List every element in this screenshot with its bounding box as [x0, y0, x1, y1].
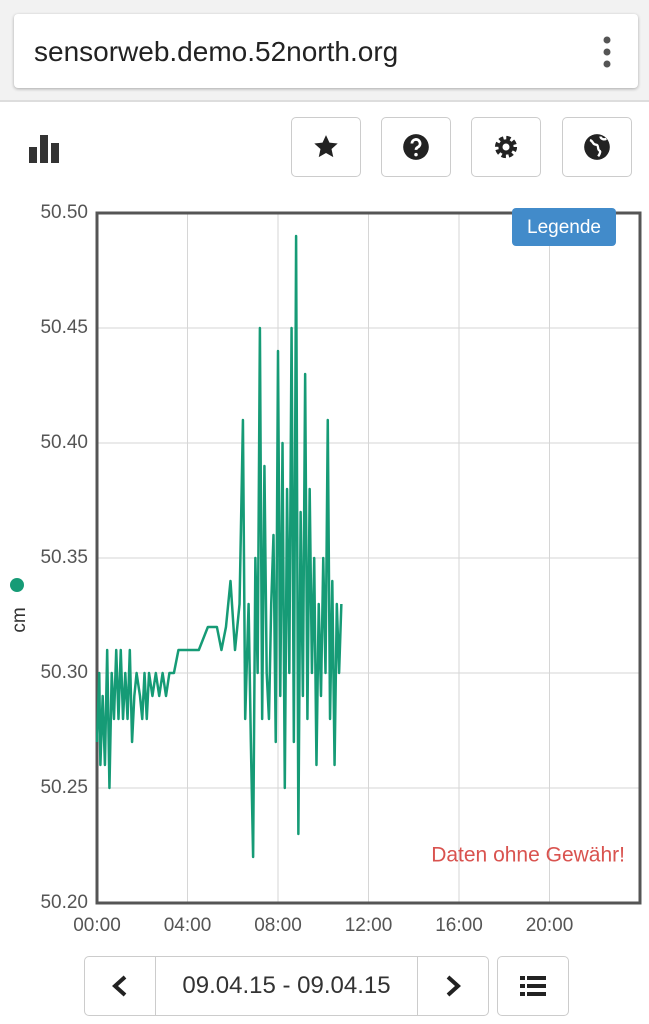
favorite-button[interactable] — [291, 117, 361, 177]
plot-frame — [95, 211, 642, 905]
y-tick-label: 50.40 — [40, 432, 88, 453]
series-marker — [10, 578, 24, 592]
url[interactable]: sensorweb.demo.52north.org — [34, 36, 399, 67]
date-range[interactable]: 09.04.15 - 09.04.15 — [182, 972, 391, 999]
x-tick-label: 20:00 — [526, 915, 574, 936]
globe-button[interactable] — [562, 117, 632, 177]
settings-button[interactable] — [471, 117, 541, 177]
disclaimer: Daten ohne Gewähr! — [431, 844, 625, 867]
menu-button[interactable] — [602, 36, 612, 68]
y-tick-label: 50.30 — [40, 662, 88, 683]
help-button[interactable] — [381, 117, 451, 177]
data-line — [95, 234, 343, 859]
y-tick-label: 50.20 — [40, 892, 88, 913]
chart: 50.20 50.25 50.30 50.35 50.40 50.45 50.50 00:00… — [9, 202, 642, 936]
y-tick-label: 50.50 — [40, 202, 88, 223]
x-tick-label: 12:00 — [345, 915, 393, 936]
y-axis-label: cm — [9, 607, 30, 632]
legend-button[interactable] — [512, 208, 616, 246]
y-tick-label: 50.45 — [40, 317, 88, 338]
list-button[interactable] — [497, 956, 569, 1016]
url-box[interactable]: sensorweb.demo.52north.org — [14, 14, 638, 88]
next-button[interactable] — [417, 956, 489, 1016]
previous-button[interactable] — [84, 956, 156, 1016]
y-tick-label: 50.35 — [40, 547, 88, 568]
x-tick-label: 08:00 — [254, 915, 302, 936]
y-tick-label: 50.25 — [40, 777, 88, 798]
x-tick-label: 16:00 — [435, 915, 483, 936]
legend-button-label[interactable]: Legende — [527, 217, 601, 238]
x-tick-label: 04:00 — [164, 915, 212, 936]
browser-bar: sensorweb.demo.52north.org — [0, 0, 649, 102]
chart-icon[interactable] — [29, 133, 61, 163]
date-range-button[interactable]: 09.04.15 - 09.04.15 — [155, 956, 418, 1016]
x-tick-label: 00:00 — [73, 915, 121, 936]
